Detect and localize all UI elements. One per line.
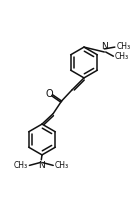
Text: N: N [38,161,45,169]
Text: CH₃: CH₃ [55,161,69,170]
Text: N: N [101,42,108,51]
Text: O: O [45,89,53,99]
Text: CH₃: CH₃ [115,52,129,61]
Text: CH₃: CH₃ [14,161,28,170]
Text: CH₃: CH₃ [116,42,130,51]
